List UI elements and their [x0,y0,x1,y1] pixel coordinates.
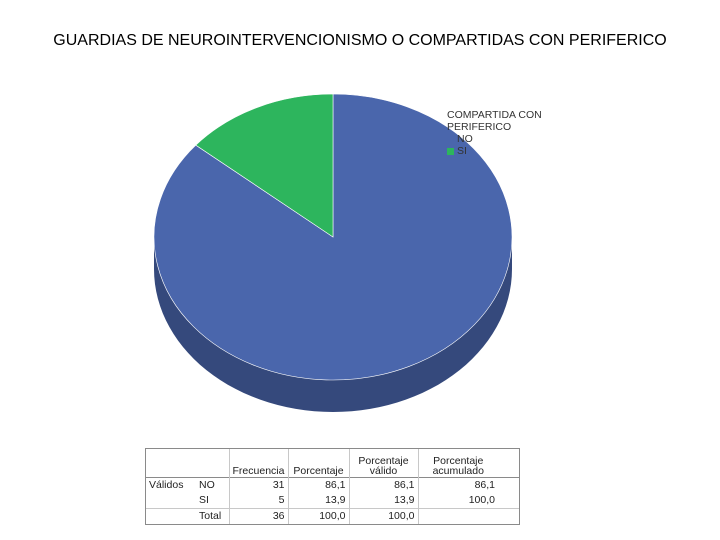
row-label: NO [199,479,215,492]
cell-valido: 100,0 [348,508,418,524]
cell-porcentaje: 13,9 [287,492,349,509]
header-frecuencia: Frecuencia [228,449,288,478]
cell-acumulado: 86,1 [417,477,498,493]
pie-side-no [154,237,512,412]
cell-porcentaje: 100,0 [287,508,349,524]
row-label: SI [199,494,209,507]
cell-porcentaje: 86,1 [287,477,349,493]
cell-valido: 13,9 [348,492,418,509]
cell-valido: 86,1 [348,477,418,493]
row-group-label: Válidos [149,479,184,492]
legend-title: COMPARTIDA CON PERIFERICO [447,109,542,133]
cell-frecuencia: 31 [228,477,288,493]
legend-label-si: SI [457,145,467,157]
header-porcentaje-valido: Porcentaje válido [348,449,418,478]
legend-item-si: SI [447,145,547,157]
cell-frecuencia: 36 [228,508,288,524]
header-porcentaje-acumulado: Porcentaje acumulado [417,449,498,478]
legend-label-no: NO [457,133,473,145]
frequency-table: Frecuencia Porcentaje Porcentaje válido … [145,448,520,525]
table-header-row: Frecuencia Porcentaje Porcentaje válido … [146,449,519,478]
legend-swatch-si [447,147,454,155]
row-label: Total [199,510,222,523]
legend-item-no: NO [447,133,547,145]
chart-title: GUARDIAS DE NEUROINTERVENCIONISMO O COMP… [53,32,667,49]
legend-swatch-no [447,135,454,143]
pie-slice-si [195,93,334,238]
cell-frecuencia: 5 [228,492,288,509]
table-row: Válidos NO 31 86,1 86,1 86,1 [146,477,519,493]
table-row: SI 5 13,9 13,9 100,0 [146,492,519,509]
cell-acumulado: 100,0 [417,492,498,509]
header-porcentaje: Porcentaje [287,449,349,478]
table-row: Total 36 100,0 100,0 [146,508,519,524]
chart-legend: COMPARTIDA CON PERIFERICO NO SI [447,109,547,157]
cell-acumulado [417,508,498,524]
